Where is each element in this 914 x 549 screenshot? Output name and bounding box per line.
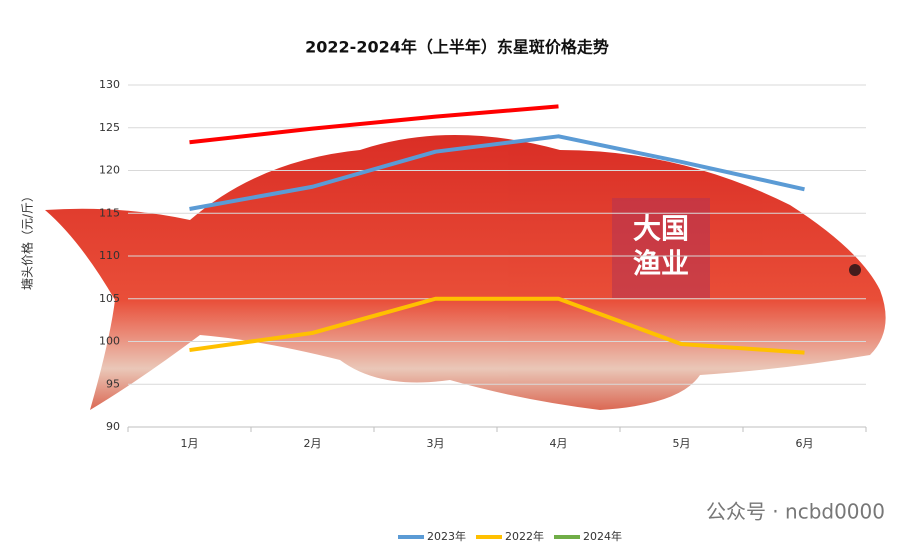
x-tick-label: 2月 xyxy=(304,437,322,450)
x-tick-label: 1月 xyxy=(181,437,199,450)
series-line xyxy=(189,296,805,355)
fish-image xyxy=(45,135,886,410)
x-tick-label: 4月 xyxy=(550,437,568,450)
y-tick-label: 125 xyxy=(99,121,120,134)
y-tick-label: 130 xyxy=(99,78,120,91)
y-tick-label: 115 xyxy=(99,206,120,219)
chart-title: 2022-2024年（上半年）东星斑价格走势 xyxy=(305,38,609,57)
legend-label: 2023年 xyxy=(427,529,466,543)
y-tick-label: 105 xyxy=(99,292,120,305)
series-line xyxy=(189,104,559,145)
x-tick-label: 6月 xyxy=(796,437,814,450)
x-tick-label: 5月 xyxy=(673,437,691,450)
y-tick-label: 120 xyxy=(99,164,120,177)
series-line xyxy=(189,134,805,211)
y-tick-label: 90 xyxy=(106,420,120,433)
legend-label: 2024年 xyxy=(583,529,622,543)
x-tick-label: 3月 xyxy=(427,437,445,450)
y-tick-label: 100 xyxy=(99,335,120,348)
footer: 公众号 · ncbd0000 xyxy=(706,500,885,524)
y-tick-label: 95 xyxy=(106,377,120,390)
y-axis-label: 塘头价格（元/斤） xyxy=(20,190,35,290)
watermark: 渔业 xyxy=(633,247,689,280)
y-tick-label: 110 xyxy=(99,249,120,262)
watermark: 大国 xyxy=(633,212,689,245)
legend-label: 2022年 xyxy=(505,529,544,543)
